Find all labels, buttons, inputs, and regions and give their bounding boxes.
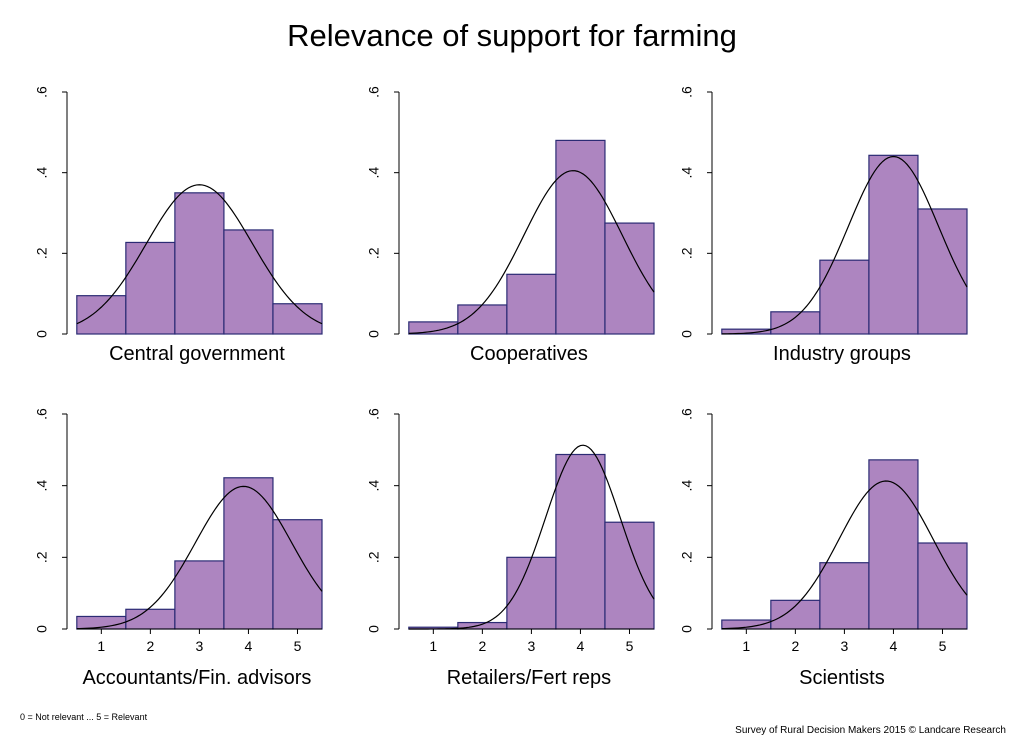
histogram-bar bbox=[917, 208, 968, 335]
y-tick-label: 0 bbox=[679, 330, 695, 338]
histogram-bar bbox=[770, 599, 821, 630]
y-tick-label: .2 bbox=[34, 551, 50, 563]
normal-density-curve bbox=[721, 480, 968, 630]
histogram-bar bbox=[917, 542, 968, 630]
normal-density-curve bbox=[721, 155, 968, 335]
y-tick-label: .2 bbox=[34, 247, 50, 259]
y-tick-label: .6 bbox=[679, 408, 695, 420]
histogram-bar bbox=[770, 311, 821, 335]
histogram-bar bbox=[555, 139, 606, 335]
y-tick-label: .6 bbox=[679, 86, 695, 98]
y-tick-label: .6 bbox=[34, 408, 50, 420]
x-tick-label: 4 bbox=[577, 638, 585, 654]
y-tick-label: .2 bbox=[366, 247, 382, 259]
histogram-bar bbox=[408, 321, 459, 335]
histogram-panel: 0 .2 .4 .6 1 2 3 4 5 Retailers/Fert reps bbox=[366, 408, 655, 689]
x-tick-label: 2 bbox=[791, 638, 799, 654]
normal-density-curve bbox=[76, 184, 323, 325]
histogram-bar bbox=[223, 229, 274, 335]
y-tick-label: .2 bbox=[679, 551, 695, 563]
y-tick-label: .4 bbox=[34, 480, 50, 492]
y-tick-label: .2 bbox=[366, 551, 382, 563]
x-tick-label: 1 bbox=[429, 638, 437, 654]
y-tick-label: 0 bbox=[679, 625, 695, 633]
x-tick-label: 5 bbox=[626, 638, 634, 654]
panel-label: Industry groups bbox=[773, 343, 911, 365]
x-tick-label: 5 bbox=[294, 638, 302, 654]
panel-label: Accountants/Fin. advisors bbox=[82, 667, 311, 689]
y-tick-label: .4 bbox=[366, 480, 382, 492]
histogram-bar bbox=[868, 459, 919, 630]
x-tick-label: 2 bbox=[146, 638, 154, 654]
histogram-panel: 0 .2 .4 .6 Central government bbox=[34, 86, 323, 365]
histogram-bar bbox=[868, 154, 919, 335]
y-tick-label: .4 bbox=[679, 167, 695, 179]
y-tick-label: .6 bbox=[34, 86, 50, 98]
histogram-bar bbox=[174, 192, 225, 335]
histogram-bar bbox=[272, 519, 323, 630]
histogram-bar bbox=[272, 303, 323, 335]
y-tick-label: 0 bbox=[34, 625, 50, 633]
histogram-bar bbox=[555, 453, 606, 630]
panel-label: Scientists bbox=[799, 667, 885, 689]
scale-footnote: 0 = Not relevant ... 5 = Relevant bbox=[20, 712, 148, 722]
panel-label: Central government bbox=[109, 343, 285, 365]
x-tick-label: 3 bbox=[196, 638, 204, 654]
histogram-bar bbox=[125, 241, 176, 335]
histogram-bar bbox=[174, 560, 225, 630]
normal-density-curve bbox=[408, 170, 655, 334]
histogram-bar bbox=[76, 295, 127, 335]
histogram-bar bbox=[604, 521, 655, 630]
histogram-bar bbox=[506, 273, 557, 335]
y-tick-label: .6 bbox=[366, 408, 382, 420]
y-tick-label: .4 bbox=[366, 167, 382, 179]
histogram-bar bbox=[819, 562, 870, 630]
histogram-panel: 0 .2 .4 .6 1 2 3 4 5 Accountants/Fin. advisors bbox=[34, 408, 323, 689]
histogram-bar bbox=[506, 556, 557, 630]
x-tick-label: 4 bbox=[890, 638, 898, 654]
chart-title: Relevance of support for farming bbox=[287, 18, 737, 53]
histogram-panel: 0 .2 .4 .6 1 2 3 4 5 Scientists bbox=[679, 408, 968, 689]
y-tick-label: 0 bbox=[366, 625, 382, 633]
y-tick-label: .4 bbox=[679, 480, 695, 492]
y-tick-label: .6 bbox=[366, 86, 382, 98]
histogram-bar bbox=[604, 222, 655, 335]
histogram-panel: 0 .2 .4 .6 Cooperatives bbox=[366, 86, 655, 365]
y-tick-label: .4 bbox=[34, 167, 50, 179]
x-tick-label: 1 bbox=[742, 638, 750, 654]
histogram-panel: 0 .2 .4 .6 Industry groups bbox=[679, 86, 968, 365]
x-tick-label: 3 bbox=[528, 638, 536, 654]
panel-label: Cooperatives bbox=[470, 343, 588, 365]
x-tick-label: 4 bbox=[245, 638, 253, 654]
x-tick-label: 5 bbox=[939, 638, 947, 654]
y-tick-label: 0 bbox=[34, 330, 50, 338]
source-footnote: Survey of Rural Decision Makers 2015 © L… bbox=[735, 725, 1006, 736]
panel-label: Retailers/Fert reps bbox=[447, 667, 612, 689]
y-tick-label: 0 bbox=[366, 330, 382, 338]
x-tick-label: 3 bbox=[841, 638, 849, 654]
normal-density-curve bbox=[76, 485, 323, 630]
y-tick-label: .2 bbox=[679, 247, 695, 259]
histogram-bar bbox=[819, 259, 870, 335]
x-tick-label: 2 bbox=[478, 638, 486, 654]
x-tick-label: 1 bbox=[97, 638, 105, 654]
